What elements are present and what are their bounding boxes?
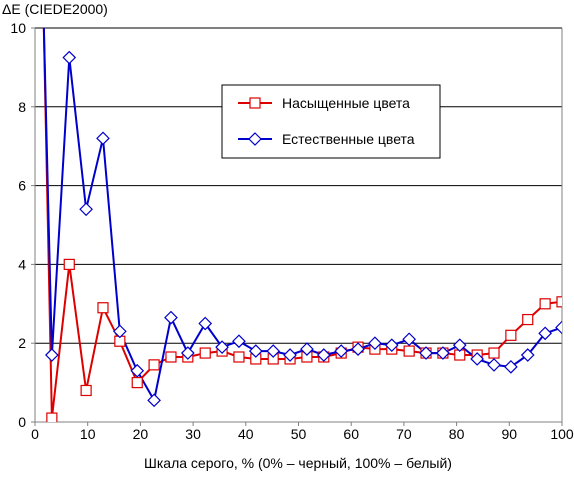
data-point-s1-29 xyxy=(520,348,535,362)
legend-label-saturated: Насыщенные цвета xyxy=(282,95,410,111)
data-point-s0-4 xyxy=(97,302,109,314)
data-point-s1-24 xyxy=(436,346,450,360)
data-point-s0-28 xyxy=(505,329,517,341)
data-point-s1-4 xyxy=(96,131,110,146)
data-point-s1-16 xyxy=(300,342,314,356)
data-point-s1-28 xyxy=(504,359,518,374)
x-tick-label-0: 0 xyxy=(31,426,39,442)
data-point-s1-18 xyxy=(334,344,349,358)
data-point-s0-8 xyxy=(165,351,177,363)
series-markers xyxy=(45,50,562,422)
data-point-s1-15 xyxy=(283,348,297,362)
data-point-s1-11 xyxy=(215,340,229,354)
data-point-s1-25 xyxy=(452,338,467,353)
legend-box xyxy=(221,84,441,159)
data-point-s1-30 xyxy=(538,326,552,341)
legend-swatch-saturated-marker xyxy=(249,97,261,109)
y-axis-title: ΔE (CIEDE2000) xyxy=(2,1,108,17)
data-point-s1-23 xyxy=(419,346,433,360)
data-point-s1-5 xyxy=(112,324,127,339)
data-point-s1-22 xyxy=(402,332,417,347)
data-point-s0-22 xyxy=(403,345,415,357)
data-point-s1-17 xyxy=(316,348,331,362)
x-tick-label-30: 30 xyxy=(185,426,201,442)
x-tick-label-60: 60 xyxy=(343,426,359,442)
legend-swatch-natural-marker xyxy=(248,132,262,146)
data-point-s0-29 xyxy=(522,313,534,326)
data-point-s1-31 xyxy=(555,320,562,335)
data-point-s1-9 xyxy=(180,346,195,360)
x-axis-title: Шкала серого, % (0% – черный, 100% – бел… xyxy=(144,455,452,471)
data-point-s0-6 xyxy=(131,377,143,389)
data-point-s1-3 xyxy=(79,202,93,217)
x-tick-label-100: 100 xyxy=(550,426,574,442)
data-point-s1-14 xyxy=(266,344,281,358)
data-point-s1-21 xyxy=(384,338,399,353)
data-point-s1-26 xyxy=(470,352,485,366)
data-point-s0-27 xyxy=(488,347,500,359)
data-point-s0-1 xyxy=(46,412,58,422)
axes xyxy=(31,27,563,426)
y-tick-label-10: 10 xyxy=(10,20,26,36)
data-point-s1-6 xyxy=(130,363,145,378)
data-point-s1-13 xyxy=(248,344,263,358)
data-point-s1-20 xyxy=(368,336,382,351)
data-point-s0-10 xyxy=(199,347,211,359)
legend-label-natural: Естественные цвета xyxy=(282,131,415,147)
y-tick-label-6: 6 xyxy=(18,178,26,194)
data-point-s0-3 xyxy=(80,384,92,397)
x-tick-label-80: 80 xyxy=(449,426,465,442)
data-point-s1-12 xyxy=(232,334,246,349)
data-point-s0-12 xyxy=(233,351,245,363)
x-tick-label-40: 40 xyxy=(238,426,254,442)
data-point-s1-8 xyxy=(164,310,178,325)
data-point-s1-7 xyxy=(147,393,161,408)
data-point-s1-10 xyxy=(198,316,213,331)
data-point-s0-31 xyxy=(556,296,562,308)
data-point-s0-30 xyxy=(539,298,551,310)
x-tick-label-20: 20 xyxy=(133,426,149,442)
y-tick-label-8: 8 xyxy=(18,99,26,115)
y-tick-label-4: 4 xyxy=(18,256,26,272)
y-tick-label-2: 2 xyxy=(18,335,26,351)
x-tick-label-70: 70 xyxy=(396,426,412,442)
data-point-s0-7 xyxy=(148,359,160,371)
data-point-s1-1 xyxy=(45,348,59,362)
x-tick-label-10: 10 xyxy=(80,426,96,442)
x-tick-label-90: 90 xyxy=(502,426,518,442)
data-point-s1-19 xyxy=(351,342,365,356)
x-tick-label-50: 50 xyxy=(291,426,307,442)
data-point-s1-27 xyxy=(487,358,501,372)
y-tick-label-0: 0 xyxy=(18,414,26,430)
legend: Насыщенные цвета Естественные цвета xyxy=(221,84,441,159)
data-point-s1-2 xyxy=(62,50,77,65)
data-point-s0-2 xyxy=(63,258,75,270)
